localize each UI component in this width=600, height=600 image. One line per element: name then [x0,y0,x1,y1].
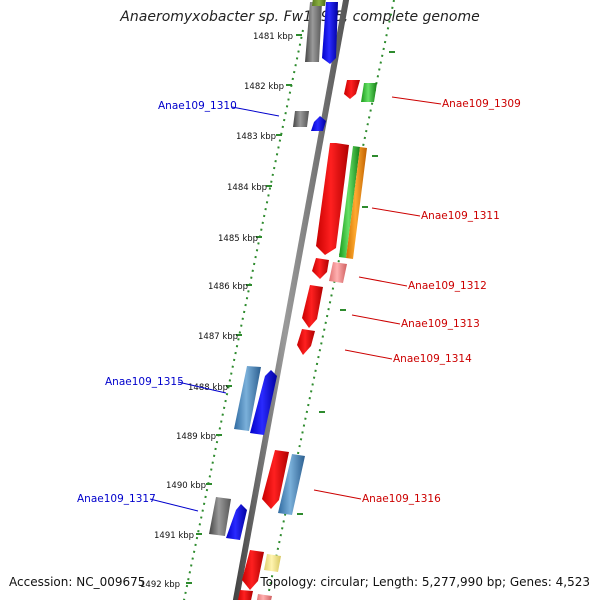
gene-anae109-1313[interactable] [302,285,323,328]
forward-leader-lines [149,106,280,512]
kbp-label-1491: 1491 kbp [154,531,194,541]
gene-anae109-1310-blue[interactable] [311,116,326,131]
gene-bottom-pink[interactable] [256,594,272,600]
gene-bottom-red[interactable] [242,550,264,590]
kbp-label-1482: 1482 kbp [244,82,284,92]
gene-anae109-1309-green[interactable] [361,83,377,102]
gene-anae109-1311-orange[interactable] [346,147,367,259]
gene-anae109-1314[interactable] [297,329,315,355]
gene-anae109-1310-gray[interactable] [293,111,309,127]
kbp-label-1489: 1489 kbp [176,432,216,442]
gene-anae109-1312-pink[interactable] [329,262,347,283]
gene-anae109-1316-red[interactable] [262,450,289,509]
label-anae109-1315[interactable]: Anae109_1315 [105,376,184,388]
tick-marks [186,34,302,584]
gene-top-olive[interactable] [312,0,326,6]
label-anae109-1310[interactable]: Anae109_1310 [158,100,237,112]
gene-anae109-1311-green[interactable] [339,146,360,258]
gene-anae109-1317-blue[interactable] [226,504,247,540]
accession-text: Accession: NC_009675 [9,575,146,589]
genome-backbone [232,0,350,600]
label-anae109-1317[interactable]: Anae109_1317 [77,493,156,505]
reverse-track [266,0,395,600]
topology-text: Topology: circular; Length: 5,277,990 bp… [260,575,590,589]
gene-anae109-1312-red[interactable] [312,258,329,279]
label-anae109-1316[interactable]: Anae109_1316 [362,493,441,505]
gene-anae109-1317-gray[interactable] [209,497,231,536]
gene-anae109-1315-steel[interactable] [234,366,261,431]
gene-top-gray[interactable] [305,2,322,62]
kbp-label-1483: 1483 kbp [236,132,276,142]
gene-anae109-1315-blue[interactable] [250,370,277,435]
gene-anae109-1311-red[interactable] [316,143,349,255]
label-anae109-1313[interactable]: Anae109_1313 [401,318,480,330]
label-anae109-1314[interactable]: Anae109_1314 [393,353,472,365]
label-anae109-1311[interactable]: Anae109_1311 [421,210,500,222]
kbp-label-1486: 1486 kbp [208,282,248,292]
gene-anae109-1309-red[interactable] [344,80,360,99]
gene-top-blue[interactable] [322,2,338,64]
reverse-leader-lines [313,96,442,500]
label-anae109-1309[interactable]: Anae109_1309 [442,98,521,110]
label-anae109-1312[interactable]: Anae109_1312 [408,280,487,292]
kbp-label-1492: 1492 kbp [140,580,180,590]
kbp-label-1490: 1490 kbp [166,481,206,491]
gene-anae109-1316-steel[interactable] [278,454,305,515]
kbp-label-1487: 1487 kbp [198,332,238,342]
gene-bottom-red-2[interactable] [237,590,253,600]
kbp-label-1481: 1481 kbp [253,32,293,42]
kbp-label-1484: 1484 kbp [227,183,267,193]
kbp-label-1488: 1488 kbp [188,383,228,393]
reverse-tick-marks [297,51,395,515]
gene-bottom-yellow[interactable] [264,554,281,572]
kbp-label-1485: 1485 kbp [218,234,258,244]
